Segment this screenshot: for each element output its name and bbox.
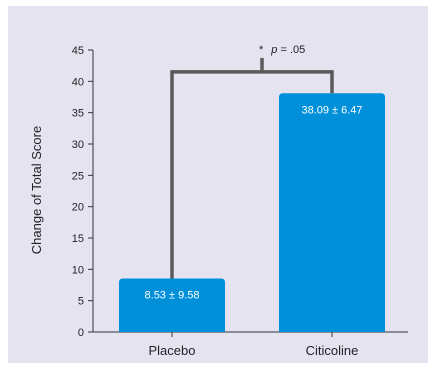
bar-value-label: 8.53 ± 9.58 <box>145 290 200 302</box>
y-tick-label: 40 <box>72 76 84 88</box>
y-tick-label: 10 <box>72 264 84 276</box>
p-symbol: p <box>270 44 277 56</box>
y-tick-label: 25 <box>72 170 84 182</box>
significance-annotation: * p = .05 <box>259 44 305 56</box>
bars: 8.53 ± 9.58 38.09 ± 6.47 <box>119 93 385 332</box>
y-tick-label: 0 <box>78 327 84 339</box>
bar-placebo <box>119 278 225 332</box>
y-tick-label: 15 <box>72 233 84 245</box>
y-tick-label: 45 <box>72 45 84 57</box>
x-axis: Placebo Citicoline <box>93 331 408 358</box>
x-category-label: Citicoline <box>306 343 359 358</box>
y-tick-label: 20 <box>72 202 84 214</box>
y-tick-label: 30 <box>72 139 84 151</box>
y-tick-label: 35 <box>72 108 84 120</box>
bar-value-label: 38.09 ± 6.47 <box>301 104 362 116</box>
p-value-text: = .05 <box>277 44 305 56</box>
y-tick-label: 5 <box>78 296 84 308</box>
significance-bracket: * p = .05 <box>170 44 334 279</box>
bar-citicoline <box>279 93 385 332</box>
x-category-label: Placebo <box>149 343 196 358</box>
significance-star: * <box>259 44 264 56</box>
y-axis-title: Change of Total Score <box>29 126 44 254</box>
y-axis: 0 5 10 15 20 25 30 35 40 45 <box>72 45 94 339</box>
bracket-line <box>170 70 334 279</box>
